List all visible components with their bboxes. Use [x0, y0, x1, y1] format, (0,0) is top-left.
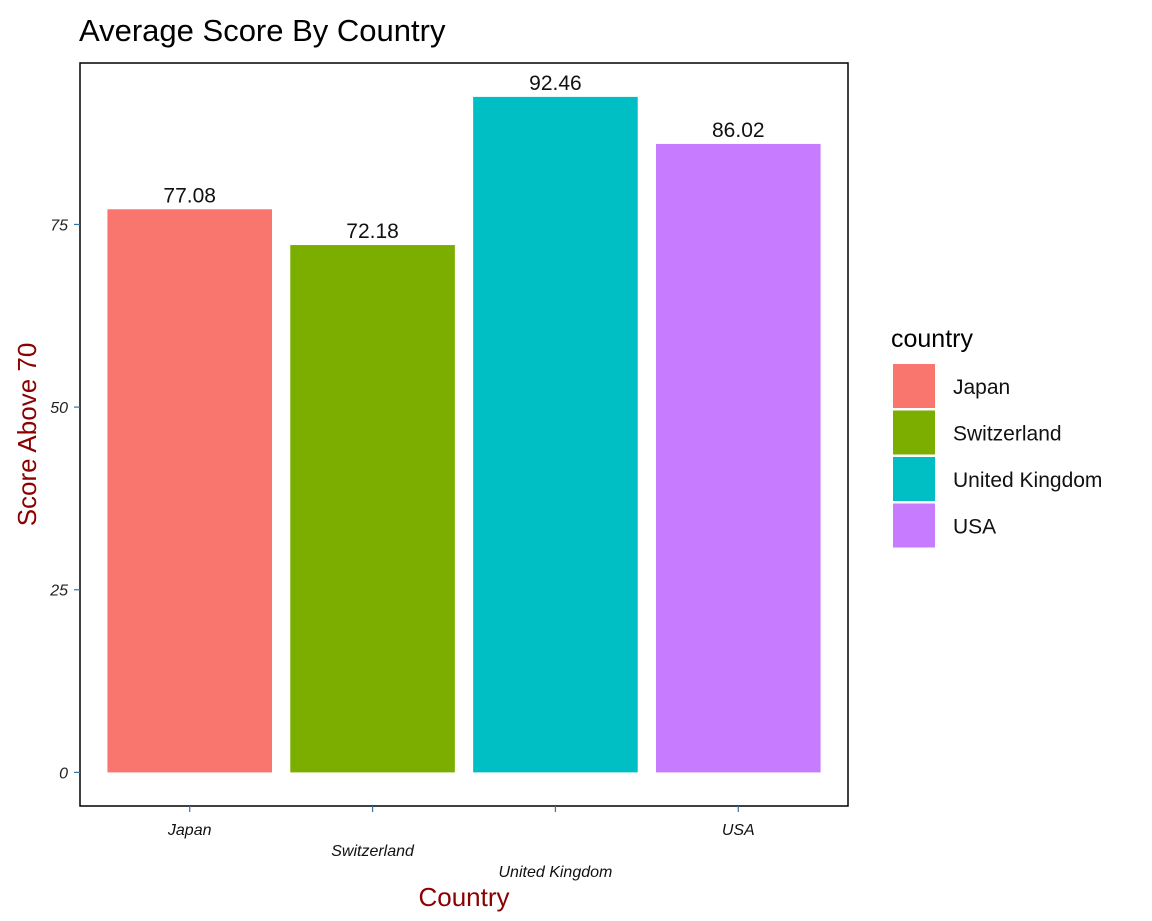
- legend-entries: Japan Switzerland United Kingdom USA: [891, 362, 1102, 550]
- x-tick-label-united-kingdom: United Kingdom: [499, 864, 613, 881]
- legend-key-japan: [891, 362, 937, 410]
- legend-key-usa: [891, 501, 937, 550]
- legend-title: country: [891, 325, 973, 353]
- chart-title: Average Score By Country: [79, 13, 446, 48]
- bar-usa: [656, 143, 821, 773]
- y-tick-label: 0: [59, 765, 68, 782]
- data-label-japan: 77.08: [163, 184, 216, 207]
- data-label-switzerland: 72.18: [346, 220, 399, 243]
- x-tick-label-japan: Japan: [167, 822, 212, 839]
- bar-switzerland: [290, 245, 455, 773]
- bar-united-kingdom: [473, 96, 638, 773]
- legend: country Japan Switzerland United Kingdom US…: [891, 325, 1102, 550]
- bars-layer: [107, 96, 821, 773]
- y-axis: 0 25 50 75: [49, 217, 80, 782]
- x-tick-label-usa: USA: [722, 822, 755, 839]
- legend-label-japan: Japan: [953, 376, 1010, 399]
- data-label-usa: 86.02: [712, 119, 765, 142]
- data-labels-layer: 77.08 72.18 92.46 86.02: [163, 72, 764, 243]
- bar-japan: [107, 209, 272, 773]
- x-tick-label-switzerland: Switzerland: [331, 843, 415, 860]
- legend-label-united-kingdom: United Kingdom: [953, 469, 1102, 492]
- y-tick-label: 25: [49, 583, 68, 600]
- x-axis-title: Country: [418, 882, 509, 912]
- legend-label-usa: USA: [953, 516, 996, 539]
- y-axis-title: Score Above 70: [12, 343, 42, 527]
- plot-panel: [79, 62, 849, 807]
- legend-key-switzerland: [891, 408, 937, 457]
- x-axis: Japan Switzerland United Kingdom USA: [167, 806, 755, 881]
- legend-label-switzerland: Switzerland: [953, 423, 1062, 446]
- y-tick-label: 75: [50, 217, 68, 234]
- data-label-united-kingdom: 92.46: [529, 72, 582, 95]
- y-tick-label: 50: [50, 400, 68, 417]
- legend-key-united-kingdom: [891, 455, 937, 503]
